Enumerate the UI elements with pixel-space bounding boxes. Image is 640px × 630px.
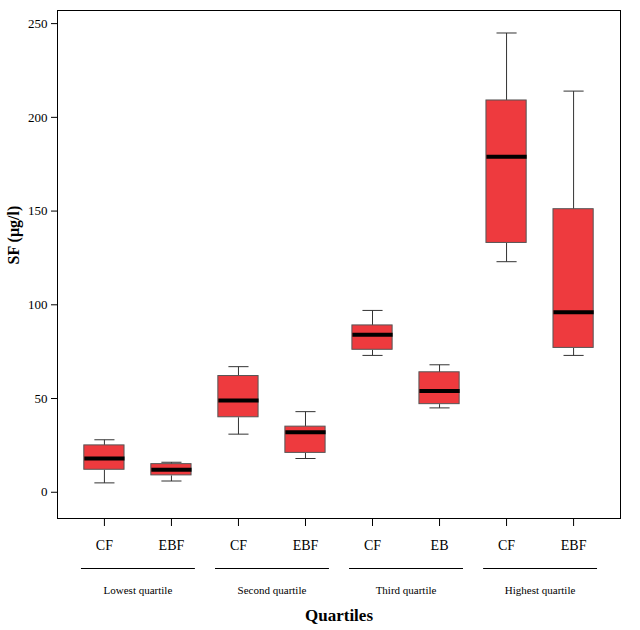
svg-text:50: 50 [35,391,48,406]
svg-text:Quartiles: Quartiles [305,606,373,625]
svg-text:EBF: EBF [293,538,319,553]
svg-text:SF (µg/l): SF (µg/l) [5,206,23,265]
svg-text:EB: EB [431,538,449,553]
svg-text:Lowest quartile: Lowest quartile [104,584,173,596]
svg-text:Third quartile: Third quartile [376,584,437,596]
svg-text:200: 200 [28,110,48,125]
svg-text:CF: CF [364,538,381,553]
svg-text:Second quartile: Second quartile [238,584,307,596]
svg-text:EBF: EBF [159,538,185,553]
svg-text:250: 250 [28,16,48,31]
svg-text:CF: CF [96,538,113,553]
svg-text:0: 0 [41,484,48,499]
svg-text:150: 150 [28,203,48,218]
svg-text:CF: CF [230,538,247,553]
svg-text:Highest quartile: Highest quartile [505,584,576,596]
svg-text:EBF: EBF [561,538,587,553]
svg-text:100: 100 [28,297,48,312]
svg-text:CF: CF [498,538,515,553]
